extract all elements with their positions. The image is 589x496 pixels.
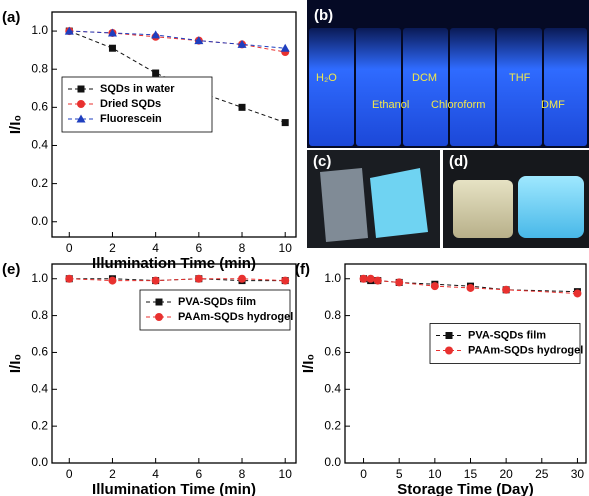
y-tick-label: 0.0 [31,455,48,469]
marker [367,275,375,283]
x-tick-label: 20 [499,467,513,481]
y-tick-label: 0.0 [324,455,341,469]
marker [152,277,160,285]
x-tick-label: 5 [396,467,403,481]
solvent-label: DMF [541,99,565,111]
y-axis-title: I/I₀ [300,354,317,373]
y-axis-title: I/I₀ [7,354,24,373]
solvent-label: H₂O [316,72,337,84]
marker [78,86,85,93]
x-tick-label: 6 [195,241,202,255]
panel-label: (c) [313,153,331,170]
marker [155,313,163,321]
y-tick-label: 0.2 [31,418,48,432]
marker [502,286,510,294]
marker [446,332,453,339]
legend-label: PAAm-SQDs hydrogel [178,311,293,323]
solvent-label: Chloroform [431,99,485,111]
y-tick-label: 0.8 [324,308,341,322]
x-tick-label: 0 [360,467,367,481]
marker [374,277,382,285]
y-tick-label: 1.0 [324,271,341,285]
x-tick-label: 10 [279,467,293,481]
y-tick-label: 0.2 [324,418,341,432]
legend-label: Fluorescein [100,113,162,125]
x-tick-label: 8 [239,467,246,481]
legend-label: SQDs in water [100,83,175,95]
x-axis-title: Illumination Time (min) [92,481,256,496]
x-tick-label: 10 [279,241,293,255]
figure: (b) H₂O Ethanol DCM Chloroform THF DMF (… [0,0,589,496]
marker [195,275,203,283]
marker [466,284,474,292]
x-tick-label: 8 [239,241,246,255]
y-tick-label: 0.6 [31,345,48,359]
y-tick-label: 1.0 [31,23,48,37]
x-tick-label: 10 [428,467,442,481]
y-tick-label: 0.4 [31,381,48,395]
series-line [69,31,285,52]
y-tick-label: 1.0 [31,271,48,285]
panel-label: (a) [2,9,20,26]
series-line [69,31,285,48]
marker [239,104,246,111]
y-tick-label: 0.8 [31,308,48,322]
marker [109,45,116,52]
marker [152,70,159,77]
marker [360,275,368,283]
panel-label: (f) [295,261,310,278]
x-tick-label: 25 [535,467,549,481]
page: (b) H₂O Ethanol DCM Chloroform THF DMF (… [0,0,589,496]
y-tick-label: 0.0 [31,214,48,228]
vials [309,28,587,146]
legend-label: PVA-SQDs film [468,329,546,341]
x-tick-label: 0 [66,241,73,255]
marker [77,100,85,108]
y-axis-title: I/I₀ [7,115,24,134]
y-tick-label: 0.6 [324,345,341,359]
x-tick-label: 4 [152,241,159,255]
marker [445,347,453,355]
x-tick-label: 0 [66,467,73,481]
film-blue [370,168,428,238]
legend-label: PAAm-SQDs hydrogel [468,344,583,356]
marker [573,289,581,297]
marker [108,277,116,285]
legend-label: Dried SQDs [100,98,161,110]
panel-label: (d) [449,153,468,170]
x-tick-label: 2 [109,467,116,481]
gel-clear [453,180,513,238]
x-tick-label: 6 [195,467,202,481]
y-tick-label: 0.8 [31,61,48,75]
marker [282,119,289,126]
y-tick-label: 0.4 [31,138,48,152]
marker [238,275,246,283]
x-tick-label: 15 [464,467,478,481]
film-clear [320,168,368,242]
panel-label: (e) [2,261,20,278]
solvent-label: DCM [412,72,437,84]
marker [395,278,403,286]
solvent-label: Ethanol [372,99,409,111]
x-tick-label: 2 [109,241,116,255]
x-tick-label: 30 [571,467,585,481]
x-tick-label: 4 [152,467,159,481]
solvent-label: THF [509,72,531,84]
panel-label: (b) [314,7,333,24]
x-axis-title: Storage Time (Day) [397,481,533,496]
y-tick-label: 0.4 [324,381,341,395]
marker [281,277,289,285]
legend-label: PVA-SQDs film [178,296,256,308]
y-tick-label: 0.2 [31,176,48,190]
y-tick-label: 0.6 [31,100,48,114]
marker [431,282,439,290]
gel-blue [518,176,584,238]
marker [156,299,163,306]
marker [65,275,73,283]
